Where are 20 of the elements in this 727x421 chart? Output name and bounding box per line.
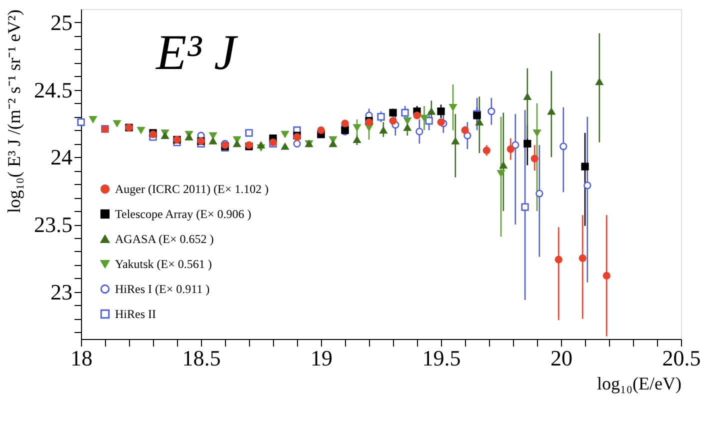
x-tick-label: 20 [550, 346, 572, 370]
y-tick-label: 23.5 [34, 212, 72, 238]
y-tick-label: 24.5 [34, 77, 72, 102]
legend-label: Yakutsk (E× 0.561 ) [115, 257, 212, 271]
x-tick-label: 20.5 [662, 346, 701, 370]
legend-label: Telescope Array (E× 0.906 ) [115, 207, 252, 221]
x-axis-title: log₁₀(E/eV) [596, 374, 682, 394]
legend-label: AGASA (E× 0.652 ) [115, 232, 214, 246]
x-tick-label: 19.5 [422, 346, 461, 370]
legend-label: HiRes I (E× 0.911 ) [115, 282, 210, 296]
y-tick-label: 25 [50, 10, 72, 35]
x-tick-label: 18 [70, 346, 92, 370]
legend-label: Auger (ICRC 2011) (E× 1.102 ) [115, 182, 269, 196]
legend-label: HiRes II [115, 307, 156, 321]
y-tick-label: 24 [50, 144, 72, 170]
annotation: E³ J [155, 24, 240, 80]
x-tick-label: 18.5 [182, 346, 221, 370]
y-tick-label: 23 [50, 279, 72, 304]
x-tick-label: 19 [310, 346, 332, 370]
y-axis-title: log₁₀( E³ J /(m⁻² s⁻¹ sr⁻¹ eV²) [4, 10, 24, 214]
